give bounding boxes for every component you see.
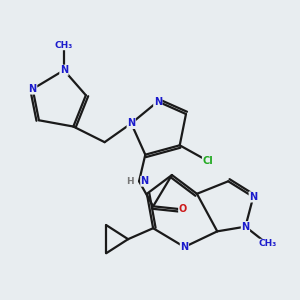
Text: N: N	[141, 176, 149, 186]
Text: Cl: Cl	[202, 156, 213, 166]
Text: N: N	[154, 97, 162, 106]
Text: N: N	[60, 65, 68, 75]
Text: CH₃: CH₃	[258, 239, 276, 248]
Text: N: N	[180, 242, 188, 252]
Text: N: N	[127, 118, 135, 128]
Text: N: N	[242, 222, 250, 232]
Text: O: O	[179, 204, 187, 214]
Text: N: N	[249, 192, 257, 202]
Text: H: H	[126, 177, 134, 186]
Text: CH₃: CH₃	[55, 41, 73, 50]
Text: N: N	[28, 84, 37, 94]
